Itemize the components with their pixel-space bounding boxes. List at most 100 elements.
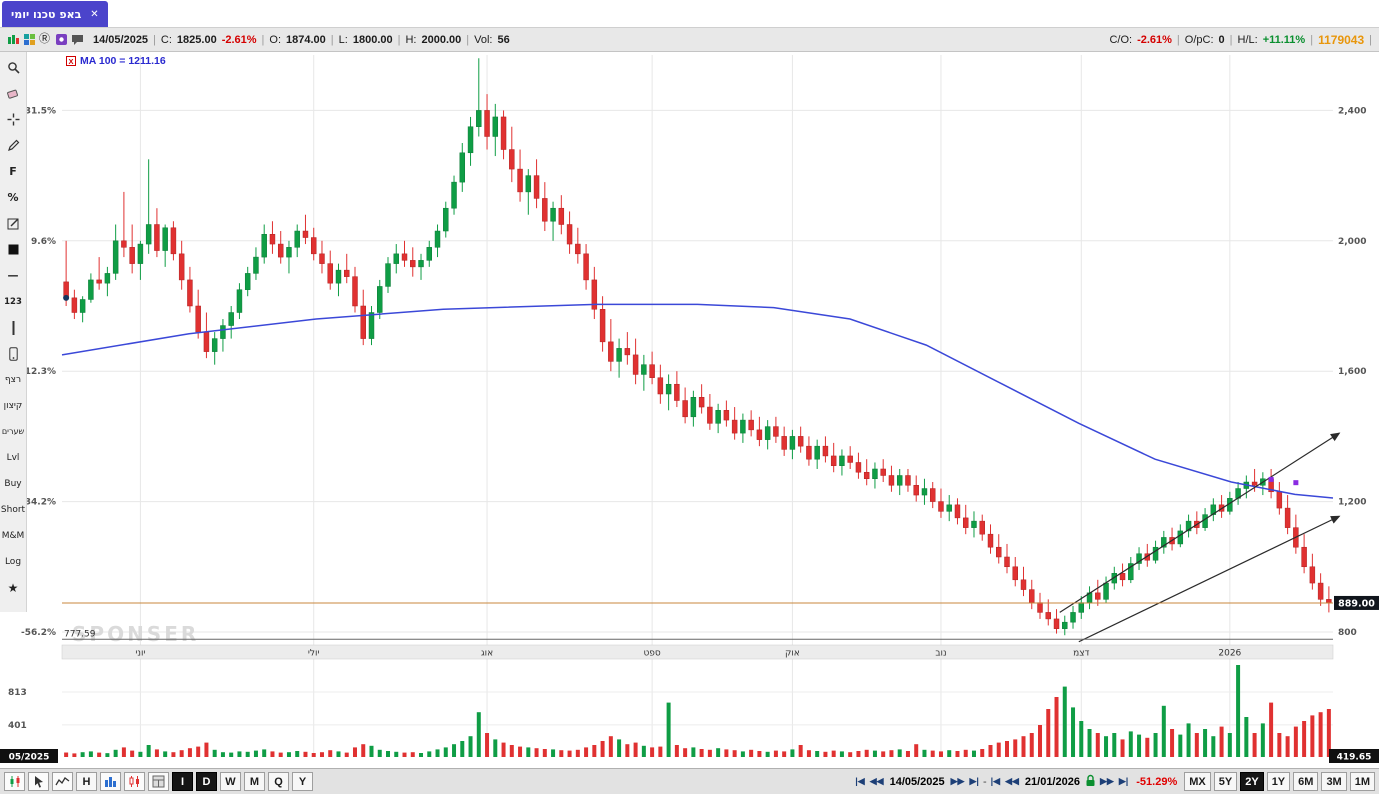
remove-indicator-icon[interactable]: X	[66, 56, 76, 66]
chart-controls: H I D W M Q Y	[4, 772, 313, 791]
event-marker[interactable]	[1268, 476, 1274, 482]
range-1m-button[interactable]: 1M	[1349, 772, 1375, 791]
percent-tool[interactable]: %	[7, 191, 19, 204]
range-start-last-icon[interactable]: ▶|	[969, 776, 979, 786]
pencil-icon[interactable]	[7, 137, 20, 154]
svg-text:800: 800	[1338, 628, 1357, 638]
separator: |	[330, 33, 334, 46]
eraser-icon[interactable]	[6, 85, 20, 102]
annotate-icon[interactable]	[7, 215, 20, 232]
svg-text:-34.2%: -34.2%	[21, 498, 56, 508]
sidebar-item-log[interactable]: Log	[4, 556, 22, 567]
security-id: 1179043	[1318, 32, 1365, 47]
infobar-right: C/O: -2.61% | O/pC: 0 | H/L: +11.11% | 1…	[1109, 33, 1372, 47]
range-start-first-icon[interactable]: |◀	[855, 776, 865, 786]
period-day-button[interactable]: D	[196, 772, 217, 791]
bar-chart-icon[interactable]	[100, 772, 121, 791]
sidebar-item-ratzef[interactable]: רצף	[4, 374, 22, 385]
svg-text:-56.2%: -56.2%	[21, 628, 56, 638]
range-5y-button[interactable]: 5Y	[1213, 772, 1238, 791]
lock-icon[interactable]	[1085, 774, 1096, 790]
comment-icon[interactable]	[71, 33, 84, 46]
range-3m-button[interactable]: 3M	[1321, 772, 1347, 791]
range-end-first-icon[interactable]: |◀	[990, 776, 1001, 786]
period-week-button[interactable]: W	[220, 772, 241, 791]
crosshair-icon[interactable]	[7, 111, 20, 128]
layout-icon[interactable]	[148, 772, 169, 791]
quote-date: 14/05/2025	[93, 33, 149, 46]
watermark: SPONSER	[72, 622, 199, 646]
range-start-date[interactable]: 14/05/2025	[889, 775, 945, 788]
range-2y-button[interactable]: 2Y	[1240, 772, 1264, 791]
svg-text:05/2025: 05/2025	[9, 753, 50, 763]
numbers-tool[interactable]: 123	[4, 296, 22, 307]
svg-text:401: 401	[8, 721, 27, 731]
line-chart-icon[interactable]	[52, 772, 73, 791]
sidebar-item-short[interactable]: Short	[0, 504, 26, 515]
price-chart[interactable]: 31.5% 2,400 9.6% 2,000 -12.3% 1,600 -34.2% 1,20…	[0, 52, 1379, 768]
period-intraday-button[interactable]: I	[172, 772, 193, 791]
range-start-prev-icon[interactable]: ◀◀	[869, 776, 884, 786]
separator: |	[261, 33, 265, 46]
infobar-icons: Ⓡ	[7, 33, 84, 46]
range-max-button[interactable]: MX	[1184, 772, 1211, 791]
trendline[interactable]	[1059, 432, 1341, 613]
candle-style-icon[interactable]	[124, 772, 145, 791]
sidebar-item-shearim[interactable]: שערים	[1, 427, 25, 436]
sidebar-item-mm[interactable]: M&M	[1, 530, 25, 541]
separator: |	[1229, 33, 1233, 46]
search-icon[interactable]	[7, 59, 20, 76]
separator: |	[397, 33, 401, 46]
period-quarter-button[interactable]: Q	[268, 772, 289, 791]
svg-text:1,600: 1,600	[1338, 367, 1366, 377]
range-end-last-icon[interactable]: ▶|	[1118, 776, 1129, 786]
range-start-next-icon[interactable]: ▶▶	[950, 776, 965, 786]
trendline[interactable]	[1078, 515, 1341, 643]
chart-tab[interactable]: באפ טכנו יומי ✕	[2, 1, 108, 27]
svg-text:2026: 2026	[1218, 649, 1241, 659]
time-axis[interactable]	[61, 644, 1334, 660]
range-1y-button[interactable]: 1Y	[1266, 772, 1291, 791]
close-icon[interactable]: ✕	[90, 8, 99, 20]
co-label: C/O:	[1109, 33, 1133, 46]
mobile-icon[interactable]	[8, 345, 18, 362]
ma-legend[interactable]: X MA 100 = 1211.16	[66, 55, 166, 67]
range-6m-button[interactable]: 6M	[1293, 772, 1319, 791]
sidebar-item-lvl[interactable]: Lvl	[6, 452, 20, 463]
ma-line[interactable]	[61, 303, 1334, 499]
candles-layer[interactable]	[63, 58, 1332, 636]
high-value: 2000.00	[421, 33, 462, 46]
separator: |	[1369, 33, 1372, 46]
filled-box-tool[interactable]	[8, 241, 19, 258]
vline-tool[interactable]	[11, 319, 16, 336]
range-end-date[interactable]: 21/01/2026	[1024, 775, 1080, 788]
indicators-icon[interactable]	[23, 33, 36, 46]
range-end-next-icon[interactable]: ▶▶	[1099, 776, 1114, 786]
period-month-button[interactable]: M	[244, 772, 265, 791]
sidebar-item-buy[interactable]: Buy	[4, 478, 22, 489]
separator: |	[1176, 33, 1180, 46]
hlc-chart-button[interactable]: H	[76, 772, 97, 791]
svg-text:יולי: יולי	[308, 649, 320, 659]
start-date-badge	[0, 749, 58, 763]
chart-icon[interactable]	[7, 33, 20, 46]
sidebar-item-kitzon[interactable]: קיצון	[3, 400, 23, 411]
separator: |	[153, 33, 156, 46]
svg-text:9.6%: 9.6%	[31, 237, 56, 247]
range-end-prev-icon[interactable]: ◀◀	[1005, 776, 1019, 786]
registered-icon[interactable]: Ⓡ	[39, 33, 50, 45]
hl-value: +11.11%	[1262, 33, 1306, 46]
range-controls: |◀ ◀◀ 14/05/2025 ▶▶ ▶| - |◀ ◀◀ 21/01/202…	[854, 772, 1375, 791]
svg-text:31.5%: 31.5%	[25, 106, 56, 116]
selected-candle-dot[interactable]	[63, 294, 70, 301]
candle-chart-icon[interactable]	[4, 772, 25, 791]
hline-tool[interactable]: —	[7, 269, 19, 282]
snap-icon[interactable]	[55, 33, 68, 46]
fibonacci-tool[interactable]: F	[9, 165, 17, 178]
cursor-icon[interactable]	[28, 772, 49, 791]
period-year-button[interactable]: Y	[292, 772, 313, 791]
event-marker[interactable]	[1293, 480, 1299, 486]
tab-bar: באפ טכנו יומי ✕	[0, 0, 1379, 28]
favorite-star-icon[interactable]: ★	[7, 580, 19, 595]
volume-value: 56	[497, 33, 510, 46]
